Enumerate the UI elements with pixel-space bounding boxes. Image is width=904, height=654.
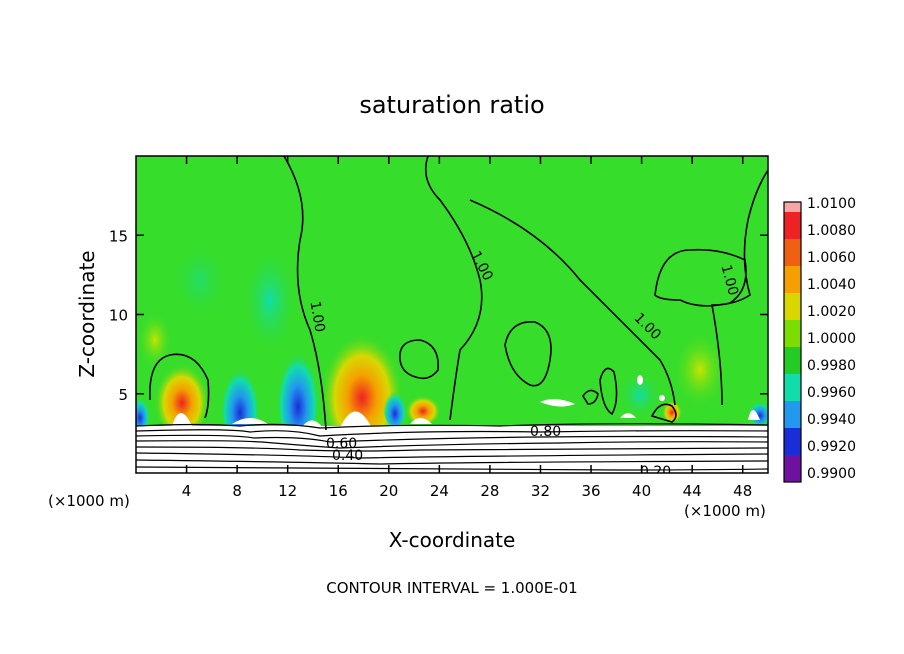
colorbar-swatch (784, 455, 801, 482)
x-unit-right: (×1000 m) (684, 502, 766, 520)
x-tick-label: 16 (329, 482, 348, 500)
x-tick-label: 36 (581, 482, 600, 500)
x-tick-label: 12 (278, 482, 297, 500)
supersaturation-region (137, 310, 173, 370)
x-tick-label: 40 (632, 482, 651, 500)
contour-label: 0.40 (332, 448, 363, 464)
supersaturation-region (672, 330, 728, 410)
colorbar-frame (783, 201, 802, 483)
plot-field: 1.00 1.00 1.00 1.00 0.80 0.60 0.40 0.20 (136, 156, 768, 480)
x-tick-label: 24 (430, 482, 449, 500)
x-unit-left: (×1000 m) (48, 492, 130, 510)
colorbar-label: 1.0040 (807, 277, 856, 293)
subsaturation-region (276, 330, 320, 440)
colorbar-label: 1.0020 (807, 304, 856, 320)
colorbar-swatch (784, 239, 801, 266)
x-tick-label: 44 (683, 482, 702, 500)
supersaturation-region (320, 320, 404, 450)
colorbar-label: 0.9940 (807, 412, 856, 428)
colorbar-swatch (784, 266, 801, 293)
colorbar-label: 1.0080 (807, 223, 856, 239)
colorbar-swatch (784, 428, 801, 455)
colorbar: 1.0100 1.0080 1.0060 1.0040 1.0020 1.0000 0.99… (783, 196, 856, 483)
subsaturation-region (383, 383, 407, 427)
y-tick-label: 5 (118, 386, 128, 404)
colorbar-label: 0.9960 (807, 385, 856, 401)
y-tick-label: 15 (109, 227, 128, 245)
subsaturation-region (242, 245, 298, 355)
subsaturation-region (618, 370, 662, 420)
colorbar-swatch (784, 401, 801, 428)
contour-label: 1.00 (306, 300, 327, 333)
colorbar-swatch (784, 320, 801, 347)
contour-label: 0.80 (530, 424, 561, 440)
subsaturation-region (170, 240, 230, 320)
colorbar-label: 1.0000 (807, 331, 856, 347)
colorbar-label: 1.0100 (807, 196, 856, 212)
contour-lines (149, 156, 768, 431)
contour-interval-note: CONTOUR INTERVAL = 1.000E-01 (326, 579, 577, 597)
x-tick-label: 8 (232, 482, 242, 500)
x-axis: 4 8 12 16 20 24 28 32 36 40 44 48 (182, 156, 752, 500)
x-axis-label: X-coordinate (389, 528, 516, 552)
x-tick-label: 32 (531, 482, 550, 500)
contour-label: 0.20 (640, 464, 671, 480)
supersaturation-region (662, 398, 682, 422)
x-tick-label: 20 (379, 482, 398, 500)
subsaturation-region (136, 390, 150, 430)
y-axis-label: Z-coordinate (75, 250, 99, 377)
colorbar-label: 1.0060 (807, 250, 856, 266)
colorbar-swatch (784, 293, 801, 320)
supersaturation-region (405, 392, 441, 424)
x-tick-label: 4 (182, 482, 192, 500)
subsaturation-region (220, 350, 260, 440)
colorbar-swatch (784, 374, 801, 401)
contour-label: 0.60 (326, 436, 357, 452)
colorbar-label: 0.9980 (807, 358, 856, 374)
y-tick-label: 10 (109, 307, 128, 325)
chart-title: saturation ratio (359, 91, 544, 119)
colorbar-label: 0.9920 (807, 439, 856, 455)
colorbar-swatch (784, 347, 801, 374)
contour-lines-lower (136, 423, 768, 471)
x-tick-label: 48 (733, 482, 752, 500)
x-tick-label: 28 (480, 482, 499, 500)
colorbar-swatch (784, 212, 801, 239)
supersaturation-region (154, 355, 210, 435)
y-axis: 5 10 15 (109, 227, 768, 404)
colorbar-swatch (784, 202, 801, 212)
contour-label: 1.00 (718, 263, 742, 297)
colorbar-label: 0.9900 (807, 466, 856, 482)
